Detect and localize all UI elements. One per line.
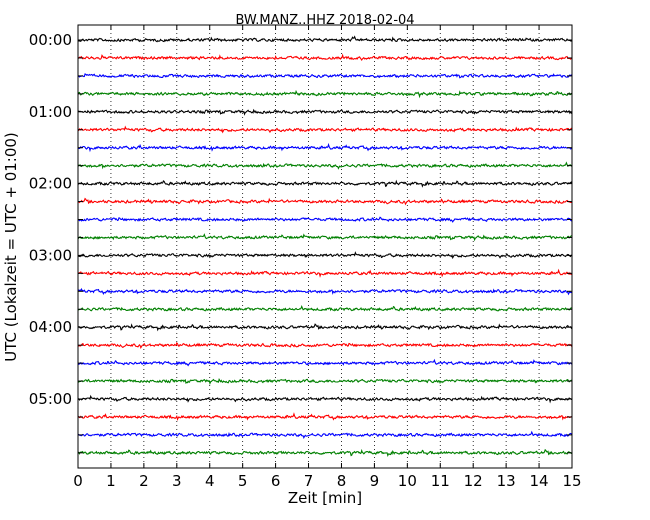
- seismic-trace: [77, 108, 573, 116]
- seismic-trace: [77, 287, 573, 296]
- seismic-trace: [77, 394, 573, 404]
- chart-title: BW.MANZ..HHZ 2018-02-04: [235, 13, 414, 28]
- x-axis-ticks: 0 1 2 3 4 5 6 7 8 9 10 11 12 13 14 15: [73, 25, 582, 490]
- seismic-trace: [77, 268, 573, 278]
- seismic-trace: [77, 358, 573, 367]
- seismic-trace: [77, 35, 573, 43]
- trace-group: [77, 35, 573, 458]
- x-tick-label: 3: [172, 472, 182, 490]
- y-tick-label: 01:00: [29, 103, 72, 121]
- seismic-trace: [77, 197, 573, 206]
- seismic-trace: [77, 251, 573, 260]
- x-tick-label: 7: [304, 472, 314, 490]
- seismic-trace: [77, 323, 573, 332]
- seismic-trace: [77, 341, 573, 349]
- seismic-trace: [77, 53, 573, 62]
- x-tick-label: 12: [464, 472, 483, 490]
- x-tick-label: 2: [139, 472, 149, 490]
- y-axis-ticks: 00:00 01:00 02:00 03:00 04:00 05:00: [29, 31, 572, 454]
- x-tick-label: 14: [530, 472, 549, 490]
- x-tick-label: 9: [370, 472, 380, 490]
- x-tick-label: 6: [271, 472, 281, 490]
- seismic-trace: [77, 179, 573, 188]
- x-tick-label: 0: [73, 472, 83, 490]
- plot-frame: [77, 24, 573, 469]
- x-tick-label: 13: [497, 472, 516, 490]
- y-tick-label: 04:00: [29, 318, 72, 336]
- seismic-trace: [77, 412, 573, 421]
- seismic-trace: [77, 305, 573, 312]
- x-tick-label: 1: [106, 472, 116, 490]
- y-tick-label: 00:00: [29, 31, 72, 49]
- y-tick-label: 02:00: [29, 175, 72, 193]
- seismic-trace: [77, 378, 573, 385]
- x-tick-label: 10: [398, 472, 417, 490]
- x-tick-label: 4: [205, 472, 215, 490]
- seismic-trace: [77, 430, 573, 440]
- seismic-trace: [77, 89, 573, 99]
- y-axis-label: UTC (Lokalzeit = UTC + 01:00): [2, 132, 20, 362]
- seismic-trace: [77, 125, 573, 134]
- x-tick-label: 11: [431, 472, 450, 490]
- seismic-trace: [77, 161, 573, 170]
- x-axis-label: Zeit [min]: [288, 489, 362, 507]
- y-tick-label: 05:00: [29, 390, 72, 408]
- x-tick-label: 8: [337, 472, 347, 490]
- grid-lines: [110, 25, 540, 468]
- seismic-trace: [77, 142, 573, 153]
- y-tick-label: 03:00: [29, 246, 72, 264]
- x-tick-label: 5: [238, 472, 248, 490]
- x-tick-label: 15: [562, 472, 581, 490]
- seismic-trace: [77, 216, 573, 223]
- seismic-trace: [77, 233, 573, 242]
- seismic-trace: [77, 73, 573, 79]
- seismic-trace: [77, 448, 573, 458]
